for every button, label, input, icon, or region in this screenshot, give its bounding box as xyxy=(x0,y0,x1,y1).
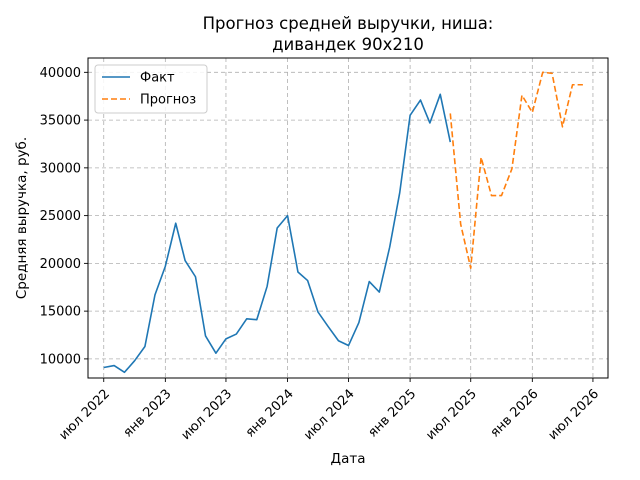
chart-title: Прогноз средней выручки, ниша: дивандек 9… xyxy=(203,14,494,54)
chart-title-line: Прогноз средней выручки, ниша: xyxy=(203,14,494,33)
y-tick-label: 40000 xyxy=(40,66,81,81)
x-tick-label: янв 2024 xyxy=(243,387,297,441)
x-axis-label: Дата xyxy=(331,451,366,467)
series-layer xyxy=(103,71,583,374)
x-axis: июл 2022 янв 2023 июл 2023 янв 2024 июл 2024… xyxy=(56,378,602,443)
series-line-fact xyxy=(103,93,452,374)
legend-label-forecast: Прогноз xyxy=(140,93,196,108)
x-tick-label: янв 2026 xyxy=(488,387,542,441)
y-tick-label: 25000 xyxy=(40,209,81,224)
y-tick-label: 20000 xyxy=(40,257,81,272)
y-tick-label: 30000 xyxy=(40,161,81,176)
x-tick-label: июл 2026 xyxy=(546,387,603,444)
series-line-forecast xyxy=(449,71,583,269)
x-tick-label: июл 2022 xyxy=(56,387,113,444)
x-tick-label: июл 2023 xyxy=(179,387,236,444)
chart-title-line: дивандек 90x210 xyxy=(272,35,424,54)
y-axis-label: Средняя выручка, руб. xyxy=(14,137,30,299)
y-tick-label: 15000 xyxy=(40,305,81,320)
y-axis: 10000 15000 20000 25000 30000 35000 40000 xyxy=(40,66,88,367)
legend-label-fact: Факт xyxy=(140,71,175,86)
plot-area-frame xyxy=(87,57,609,379)
y-tick-label: 10000 xyxy=(40,352,81,367)
x-tick-label: янв 2023 xyxy=(121,387,175,441)
y-tick-label: 35000 xyxy=(40,114,81,129)
x-tick-label: янв 2025 xyxy=(365,387,419,441)
legend: Факт Прогноз xyxy=(94,64,208,114)
x-tick-label: июл 2025 xyxy=(423,387,480,444)
x-tick-label: июл 2024 xyxy=(301,387,358,444)
